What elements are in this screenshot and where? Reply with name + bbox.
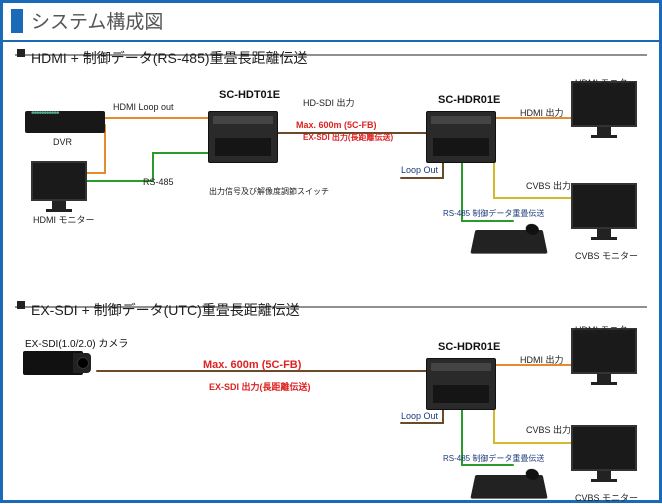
ptz-controller — [470, 230, 547, 254]
diagram-label: RS-485 制御データ重畳伝送 — [443, 208, 544, 219]
camera-body-icon — [23, 351, 83, 375]
diagram-label: Loop Out — [401, 411, 438, 421]
diagram-label: HDMI 出力 — [520, 353, 564, 366]
diagram-label: SC-HDR01E — [438, 94, 500, 106]
monitor-stand-icon — [597, 127, 611, 135]
page: システム構成図 HDMI + 制御データ(RS-485)重畳長距離伝送EX-SD… — [0, 0, 662, 503]
exsdi-camera — [23, 351, 83, 375]
diagram-label: SC-HDT01E — [219, 89, 280, 101]
diagram-label: 出力信号及び解像度調節スイッチ — [209, 186, 329, 197]
monitor-screen-icon — [31, 161, 87, 201]
monitor-stand-icon — [597, 471, 611, 479]
dvr-device — [25, 111, 105, 133]
diagram-label: HD-SDI 出力 — [303, 96, 355, 109]
monitor-base-icon — [591, 237, 617, 240]
section-bullet-icon — [17, 301, 25, 309]
diagram-label: RS-485 — [143, 177, 174, 187]
diagram-label: CVBS 出力 — [526, 423, 571, 436]
diagram-label: Loop Out — [401, 165, 438, 175]
diagram-label: RS-485 制御データ重畳伝送 — [443, 453, 544, 464]
monitor-device — [31, 161, 87, 212]
section-title: EX-SDI + 制御データ(UTC)重畳長距離伝送 — [31, 300, 300, 320]
converter-device — [208, 111, 278, 163]
section-bullet-icon — [17, 49, 25, 57]
camera-lens-icon — [73, 353, 91, 373]
diagram-label: CVBS モニター — [575, 249, 638, 262]
monitor-device — [571, 183, 637, 240]
monitor-device — [571, 81, 637, 138]
diagram-label: HDMI 出力 — [520, 106, 564, 119]
monitor-base-icon — [46, 209, 72, 212]
diagram-label: HDMI モニター — [575, 76, 637, 89]
diagram-label: EX-SDI(1.0/2.0) カメラ — [25, 335, 128, 350]
converter-device — [426, 358, 496, 410]
diagram-label: EX-SDI 出力(長距離伝送) — [303, 132, 393, 143]
monitor-stand-icon — [597, 374, 611, 382]
monitor-screen-icon — [571, 183, 637, 229]
diagram-label: HDMI モニター — [575, 323, 637, 336]
monitor-base-icon — [591, 479, 617, 482]
diagram-label: Max. 600m (5C-FB) — [296, 120, 377, 130]
section-title: HDMI + 制御データ(RS-485)重畳長距離伝送 — [31, 48, 308, 68]
monitor-base-icon — [591, 135, 617, 138]
diagram-label: HDMI モニター — [33, 213, 95, 226]
diagram-label: Max. 600m (5C-FB) — [203, 359, 301, 371]
diagram-label: DVR — [53, 137, 72, 147]
monitor-screen-icon — [571, 425, 637, 471]
diagram-label: HDMI Loop out — [113, 102, 174, 112]
diagram-label: CVBS 出力 — [526, 179, 571, 192]
converter-device — [426, 111, 496, 163]
monitor-device — [571, 328, 637, 385]
monitor-device — [571, 425, 637, 482]
monitor-stand-icon — [52, 201, 66, 209]
monitor-stand-icon — [597, 229, 611, 237]
monitor-base-icon — [591, 382, 617, 385]
diagram-label: CVBS モニター — [575, 491, 638, 504]
diagram-label: SC-HDR01E — [438, 341, 500, 353]
diagram-label: EX-SDI 出力(長距離伝送) — [209, 380, 311, 393]
ptz-controller — [470, 475, 547, 499]
